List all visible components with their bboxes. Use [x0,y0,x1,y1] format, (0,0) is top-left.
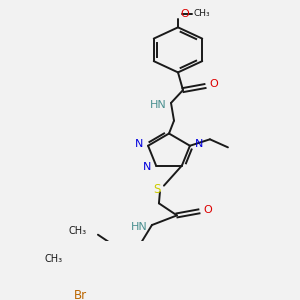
Text: CH₃: CH₃ [69,226,87,236]
Text: N: N [143,162,151,172]
Text: N: N [135,139,143,149]
Text: S: S [153,183,161,196]
Text: O: O [210,80,218,89]
Text: Br: Br [74,289,87,300]
Text: CH₃: CH₃ [45,254,63,264]
Text: O: O [181,9,189,19]
Text: CH₃: CH₃ [194,9,210,18]
Text: HN: HN [130,222,147,232]
Text: O: O [204,205,212,215]
Text: HN: HN [150,100,166,110]
Text: N: N [195,139,203,149]
